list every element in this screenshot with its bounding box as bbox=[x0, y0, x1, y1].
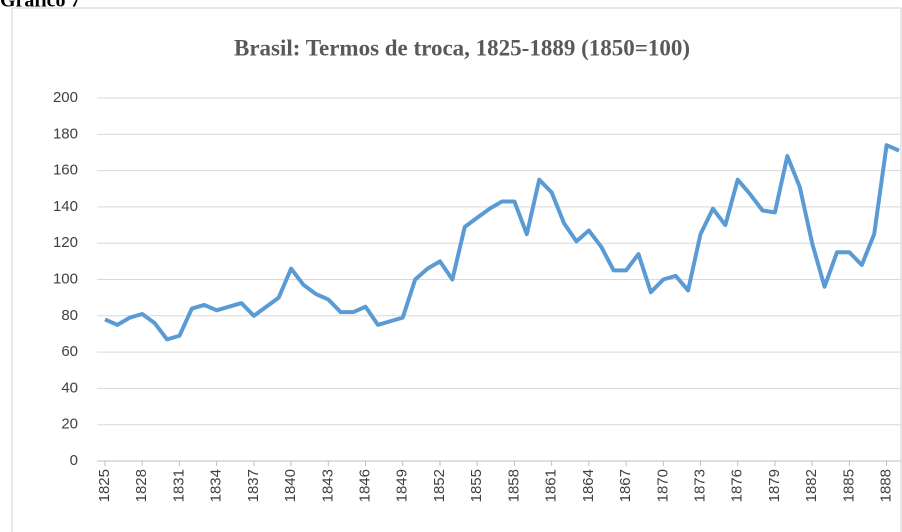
y-tick-label: 80 bbox=[61, 307, 78, 324]
x-tick-label: 1876 bbox=[729, 469, 746, 502]
y-tick-label: 40 bbox=[61, 379, 78, 396]
y-tick-label: 160 bbox=[53, 162, 78, 179]
x-tick-label: 1837 bbox=[245, 469, 262, 502]
x-tick-label: 1879 bbox=[766, 469, 783, 502]
chart-title: Brasil: Termos de troca, 1825-1889 (1850… bbox=[234, 35, 690, 60]
y-tick-label: 200 bbox=[53, 89, 78, 106]
x-tick-label: 1882 bbox=[803, 469, 820, 502]
data-line bbox=[104, 143, 900, 342]
y-tick-label: 20 bbox=[61, 416, 78, 433]
y-tick-label: 180 bbox=[53, 125, 78, 142]
y-tick-label: 0 bbox=[70, 452, 78, 469]
y-tick-label: 60 bbox=[61, 343, 78, 360]
y-tick-label: 140 bbox=[53, 198, 78, 215]
y-tick-label: 120 bbox=[53, 234, 78, 251]
x-tick-label: 1861 bbox=[543, 469, 560, 502]
x-tick-label: 1870 bbox=[654, 469, 671, 502]
x-tick-label: 1852 bbox=[431, 469, 448, 502]
x-tick-label: 1843 bbox=[319, 469, 336, 502]
y-tick-label: 100 bbox=[53, 270, 78, 287]
x-tick-label: 1873 bbox=[691, 469, 708, 502]
x-tick-label: 1858 bbox=[505, 469, 522, 502]
x-tick-label: 1849 bbox=[394, 469, 411, 502]
x-tick-label: 1864 bbox=[580, 469, 597, 502]
x-tick-label: 1855 bbox=[468, 469, 485, 502]
x-tick-label: 1840 bbox=[282, 469, 299, 502]
x-tick-label: 1831 bbox=[170, 469, 187, 502]
x-tick-label: 1825 bbox=[96, 469, 113, 502]
x-tick-label: 1867 bbox=[617, 469, 634, 502]
x-tick-label: 1834 bbox=[208, 469, 225, 502]
x-tick-label: 1885 bbox=[840, 469, 857, 502]
x-tick-label: 1828 bbox=[133, 469, 150, 502]
x-tick-label: 1888 bbox=[878, 469, 895, 502]
x-tick-label: 1846 bbox=[357, 469, 374, 502]
figure-label: Gráfico 7 bbox=[0, 0, 81, 12]
